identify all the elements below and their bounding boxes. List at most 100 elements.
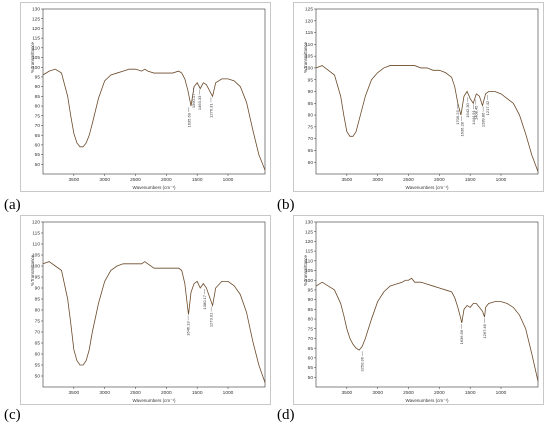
x-tick-label: 3000 bbox=[372, 177, 383, 183]
peak-label: 1646.13 bbox=[186, 321, 191, 336]
x-tick-label: 1000 bbox=[496, 177, 507, 183]
y-tick-label: 80 bbox=[35, 104, 41, 110]
plot-frame bbox=[42, 221, 266, 388]
y-tick-label: 65 bbox=[308, 346, 314, 352]
peak-label: 1289.86 bbox=[481, 112, 486, 127]
spectrum-line bbox=[315, 65, 539, 172]
x-tick-label: 3000 bbox=[99, 177, 110, 183]
y-tick-label: 120 bbox=[32, 26, 40, 32]
y-tick-label: 75 bbox=[35, 113, 41, 119]
x-tick-label: 3500 bbox=[341, 390, 352, 396]
x-tick-label: 1000 bbox=[223, 390, 234, 396]
y-tick-label: 100 bbox=[32, 264, 40, 270]
chart-panel-c: 50 55 60 65 70 75 80 85 90 95 100 105 110 115 120 3500 3… bbox=[20, 215, 271, 405]
y-tick-label: 90 bbox=[35, 84, 41, 90]
y-axis-label: %Transmittance bbox=[303, 42, 308, 73]
y-tick-label: 130 bbox=[305, 220, 313, 226]
y-tick-label: 60 bbox=[35, 352, 41, 358]
y-axis-label: %Transmittance bbox=[303, 255, 308, 286]
y-tick-label: 105 bbox=[305, 54, 313, 60]
y-tick-label: 125 bbox=[32, 16, 40, 22]
y-axis-label: %Transmittance bbox=[30, 255, 35, 286]
x-tick-label: 2500 bbox=[403, 390, 414, 396]
x-tick-label: 2000 bbox=[434, 390, 445, 396]
peak-label: 1560.17 bbox=[191, 93, 196, 108]
y-tick-label: 85 bbox=[35, 94, 41, 100]
peak-label: 1542.30 bbox=[465, 102, 470, 117]
y-tick-label: 95 bbox=[35, 75, 41, 81]
y-tick-label: 55 bbox=[35, 152, 41, 158]
y-tick-label: 85 bbox=[308, 101, 314, 107]
spectrum-line bbox=[42, 68, 266, 171]
peak-label: 1276.31 bbox=[208, 103, 213, 118]
y-tick-label: 110 bbox=[305, 258, 313, 264]
y-tick-label: 110 bbox=[305, 42, 313, 48]
y-tick-label: 70 bbox=[308, 336, 314, 342]
y-tick-label: 105 bbox=[305, 268, 313, 274]
y-tick-label: 55 bbox=[308, 365, 314, 371]
y-tick-label: 125 bbox=[305, 229, 313, 235]
peak-label: 1635.60 bbox=[186, 112, 191, 127]
y-tick-label: 115 bbox=[32, 231, 40, 237]
x-axis-label: Wavenumbers (cm⁻¹) bbox=[133, 398, 176, 403]
y-tick-label: 100 bbox=[32, 65, 40, 71]
panel-label-c: (c) bbox=[4, 407, 21, 423]
chart-panel-b: 60 65 70 75 80 85 90 95 100 105 110 115 120 125 3500 30… bbox=[293, 2, 544, 192]
chart-svg-b: 60 65 70 75 80 85 90 95 100 105 110 115 120 125 3500 30… bbox=[303, 7, 539, 190]
plot-frame bbox=[315, 8, 539, 175]
x-tick-label: 3500 bbox=[341, 177, 352, 183]
spectrum-line bbox=[315, 277, 539, 382]
y-tick-label: 55 bbox=[35, 363, 41, 369]
y-tick-label: 100 bbox=[305, 66, 313, 72]
peak-label: 1380.17 bbox=[202, 294, 207, 309]
x-tick-label: 1000 bbox=[496, 390, 507, 396]
x-axis-label: Wavenumbers (cm⁻¹) bbox=[406, 398, 449, 403]
x-tick-label: 2500 bbox=[403, 177, 414, 183]
panel-label-b: (b) bbox=[277, 197, 295, 213]
y-tick-label: 105 bbox=[32, 253, 40, 259]
y-tick-label: 60 bbox=[35, 142, 41, 148]
y-tick-label: 110 bbox=[32, 242, 40, 248]
peak-label: 1709.23 bbox=[455, 110, 460, 125]
spectrum-line bbox=[42, 261, 266, 383]
y-tick-label: 75 bbox=[35, 319, 41, 325]
y-tick-label: 115 bbox=[305, 249, 313, 255]
x-tick-label: 2000 bbox=[161, 390, 172, 396]
chart-svg-c: 50 55 60 65 70 75 80 85 90 95 100 105 110 115 120 3500 3… bbox=[30, 220, 266, 403]
peak-label: 1217.42 bbox=[485, 100, 490, 115]
panel-label-a: (a) bbox=[4, 197, 21, 213]
y-tick-label: 95 bbox=[35, 275, 41, 281]
plot-frame bbox=[42, 8, 266, 175]
y-tick-label: 65 bbox=[35, 133, 41, 139]
x-tick-label: 1500 bbox=[192, 177, 203, 183]
x-tick-label: 1000 bbox=[223, 177, 234, 183]
peak-label: 1408.45 bbox=[473, 105, 478, 120]
panel-label-d: (d) bbox=[277, 407, 295, 423]
y-tick-label: 85 bbox=[35, 297, 41, 303]
y-axis-label: %Transmittance bbox=[30, 42, 35, 73]
peak-label: 1273.01 bbox=[209, 312, 214, 327]
y-tick-label: 120 bbox=[305, 18, 313, 24]
peak-label: 1444.91 bbox=[471, 110, 476, 125]
y-tick-label: 70 bbox=[35, 330, 41, 336]
y-tick-label: 50 bbox=[35, 162, 41, 168]
chart-panel-a: 50 55 60 65 70 75 80 85 90 95 100 105 110 115 120 125 13… bbox=[20, 2, 271, 192]
chart-svg-a: 50 55 60 65 70 75 80 85 90 95 100 105 110 115 120 125 13… bbox=[30, 7, 266, 190]
y-tick-label: 95 bbox=[308, 77, 314, 83]
y-tick-label: 65 bbox=[35, 341, 41, 347]
y-tick-label: 90 bbox=[308, 297, 314, 303]
y-tick-label: 95 bbox=[308, 288, 314, 294]
y-tick-label: 110 bbox=[32, 45, 40, 51]
x-axis-label: Wavenumbers (cm⁻¹) bbox=[406, 185, 449, 190]
x-tick-label: 3500 bbox=[68, 390, 79, 396]
x-tick-label: 2500 bbox=[130, 390, 141, 396]
y-tick-label: 75 bbox=[308, 326, 314, 332]
y-tick-label: 75 bbox=[308, 124, 314, 130]
chart-panel-d: 50 55 60 65 70 75 80 85 90 95 100 105 110 115 120 125 13… bbox=[293, 215, 544, 405]
peak-label: 1636.56 bbox=[459, 329, 464, 344]
plot-frame bbox=[315, 221, 539, 388]
peak-label: 1463.33 bbox=[197, 95, 202, 110]
peak-label: 1636.28 bbox=[459, 121, 464, 136]
y-tick-label: 60 bbox=[308, 355, 314, 361]
y-tick-label: 125 bbox=[305, 7, 313, 13]
